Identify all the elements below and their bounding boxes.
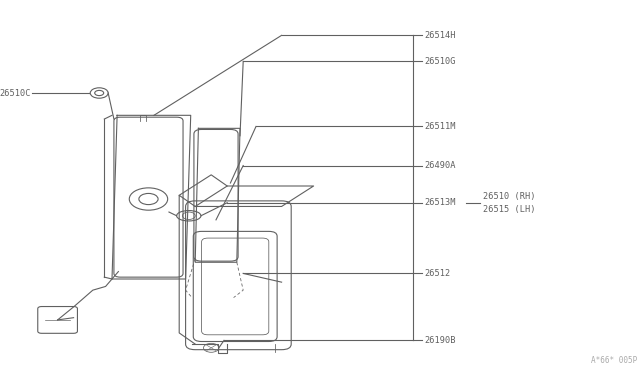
Text: A*66* 005P: A*66* 005P (591, 356, 637, 365)
Text: 26511M: 26511M (424, 122, 456, 131)
Text: 26513M: 26513M (424, 198, 456, 207)
Text: 26515 (LH): 26515 (LH) (483, 205, 536, 214)
Text: 26510G: 26510G (424, 57, 456, 66)
Text: 26190B: 26190B (424, 336, 456, 345)
Text: 26490A: 26490A (424, 161, 456, 170)
Text: 26510C: 26510C (0, 89, 31, 97)
Text: 26510 (RH): 26510 (RH) (483, 192, 536, 201)
Text: 26514H: 26514H (424, 31, 456, 40)
Text: 26512: 26512 (424, 269, 451, 278)
